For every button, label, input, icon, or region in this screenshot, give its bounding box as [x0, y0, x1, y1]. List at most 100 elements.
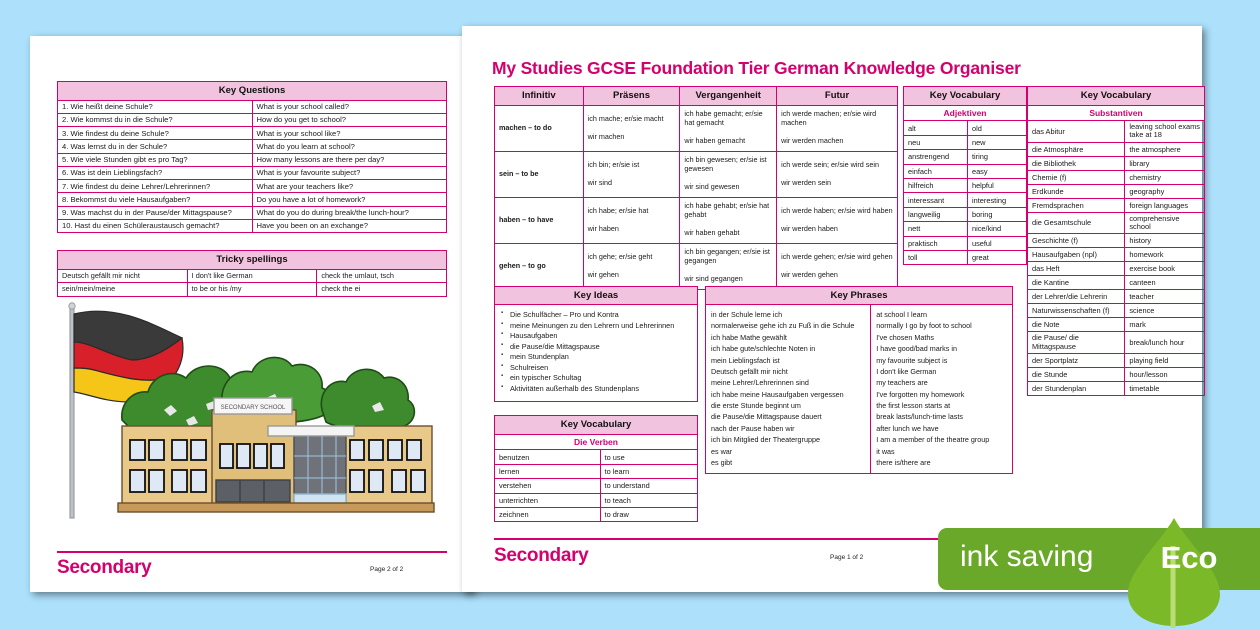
vocab-row: die Note mark	[1026, 317, 1205, 333]
question-english: How many lessons are there per day?	[251, 152, 447, 167]
spelling-english: to be or his /my	[186, 282, 318, 298]
spelling-tip: check the umlaut, tsch	[316, 268, 447, 284]
vocab-english: canteen	[1124, 275, 1205, 291]
verb-present: ich gehe; er/sie geht wir gehen	[582, 242, 681, 290]
vocab-row: praktisch useful	[903, 235, 1028, 251]
vocab-row: lernen to learn	[494, 463, 699, 480]
vocab-english: geography	[1124, 183, 1205, 199]
question-german: 4. Was lernst du in der Schule?	[57, 139, 253, 154]
verb-past-line: ich bin gegangen; er/sie ist gegangen	[684, 247, 770, 266]
vocab-german: die Bibliothek	[1026, 155, 1126, 171]
key-ideas-header: Key Ideas	[494, 286, 698, 305]
footer-page-number: Page 1 of 2	[830, 554, 864, 561]
vocab-row: die Stunde hour/lesson	[1026, 367, 1205, 383]
footer-divider	[494, 538, 1206, 540]
vocab-english: hour/lesson	[1124, 367, 1205, 383]
verb-present-line: wir gehen	[587, 269, 619, 279]
verb-row: machen – to do ich mache; er/sie macht wir…	[494, 104, 898, 152]
verb-future: ich werde gehen; er/sie wird gehen wir we…	[776, 242, 898, 290]
verb-infinitive: gehen – to go	[494, 242, 584, 290]
key-idea-item: meine Meinungen zu den Lehrern und Lehre…	[501, 320, 693, 332]
key-phrase-english: after lunch we have	[876, 423, 939, 433]
key-questions-block: Key Questions 1. Wie heißt deine Schule?…	[57, 81, 447, 234]
vocab-english: old	[966, 120, 1028, 136]
vocab-english: leaving school exams take at 18	[1124, 119, 1205, 143]
vocab-english: boring	[966, 206, 1028, 223]
vocab-german: Fremdsprachen	[1026, 197, 1126, 213]
verb-future: ich werde sein; er/sie wird sein wir werd…	[776, 150, 898, 198]
vocab-row: verstehen to understand	[494, 478, 699, 494]
key-ideas-block: Key Ideas Die Schulfächer – Pro und Kont…	[494, 286, 698, 402]
vocab-german: unterrichten	[494, 492, 601, 508]
table-header-row: Infinitiv Präsens Vergangenheit Futur	[494, 86, 898, 106]
key-phrase-english: I have good/bad marks in	[876, 344, 957, 354]
vocab-german: Hausaufgaben (npl)	[1026, 247, 1126, 263]
vocab-row: einfach easy	[903, 163, 1028, 179]
vocab-english: great	[966, 249, 1028, 266]
key-phrase-english: there is/there are	[876, 457, 931, 467]
question-english: What do you do during break/the lunch-ho…	[251, 205, 447, 220]
document-page-left: Key Questions 1. Wie heißt deine Schule?…	[30, 36, 473, 592]
key-idea-item: Hausaufgaben	[501, 330, 693, 342]
vocab-english: to use	[599, 449, 699, 465]
key-phrase-english: my favourite subject is	[876, 355, 948, 365]
verb-row: sein – to be ich bin; er/sie ist wir sind i…	[494, 150, 898, 198]
key-phrase-english: the first lesson starts at	[876, 401, 951, 410]
vocab-row: Naturwissenschaften (f) science	[1026, 303, 1205, 319]
verb-past: ich habe gehabt; er/sie hat gehabt wir ha…	[679, 196, 778, 244]
vocab-german: alt	[903, 120, 968, 136]
verbs-vocab-subheader: Die Verben	[494, 433, 698, 451]
key-phrase-english: normally I go by foot to school	[876, 321, 972, 331]
key-phrase-english: I am a member of the theatre group	[876, 435, 990, 445]
spelling-german: Deutsch gefällt mir nicht	[57, 268, 188, 284]
verb-future-line: ich werde machen; er/sie wird machen	[781, 109, 877, 128]
key-phrase-english: I don't like German	[876, 366, 937, 376]
tricky-spellings-block: Tricky spellings Deutsch gefällt mir nic…	[57, 250, 447, 298]
key-phrase-german: in der Schule lerne ich	[711, 310, 783, 319]
vocab-english: nice/kind	[966, 221, 1028, 237]
key-phrase-german: ich habe gute/schlechte Noten in	[711, 344, 816, 354]
adjectives-vocab-block: Key Vocabulary Adjektiven alt old neu new an…	[903, 86, 1028, 266]
key-phrase-english: it was	[876, 446, 895, 456]
vocab-english: to understand	[599, 478, 699, 494]
vocab-row: Erdkunde geography	[1026, 183, 1205, 199]
key-question-row: 4. Was lernst du in der Schule? What do y…	[57, 139, 447, 154]
vocab-german: der Lehrer/die Lehrerin	[1026, 289, 1126, 305]
vocab-german: der Stundenplan	[1026, 381, 1126, 397]
key-phrase-english: my teachers are	[876, 378, 928, 388]
vocab-english: tiring	[966, 149, 1028, 165]
question-english: What is your school like?	[251, 126, 447, 141]
adjectives-table: Key Vocabulary Adjektiven alt old neu new an…	[903, 86, 1028, 266]
vocab-german: interessant	[903, 192, 968, 208]
verb-past: ich habe gemacht; er/sie hat gemacht wir …	[679, 104, 778, 152]
adjectives-header: Key Vocabulary	[903, 86, 1027, 106]
vocab-row: zeichnen to draw	[494, 506, 699, 523]
nouns-table: Key Vocabulary Substantiven das Abitur le…	[1026, 86, 1205, 397]
verb-conjugation-block: Infinitiv Präsens Vergangenheit Futur mache…	[494, 86, 898, 290]
vocab-row: Fremdsprachen foreign languages	[1026, 197, 1205, 213]
vocab-german: das Abitur	[1026, 119, 1126, 143]
vocab-row: Geschichte (f) history	[1026, 233, 1205, 249]
key-question-row: 5. Wie viele Stunden gibt es pro Tag? How…	[57, 152, 447, 167]
school-illustration: SECONDARY SCHOOL	[54, 298, 454, 528]
footer-brand: Secondary	[494, 545, 589, 566]
vocab-row: toll great	[903, 249, 1028, 266]
key-phrase-english: break lasts/lunch-time lasts	[876, 412, 963, 422]
vocab-english: exercise book	[1124, 261, 1205, 277]
vocab-german: anstrengend	[903, 149, 968, 165]
verb-past-line: wir haben gemacht	[684, 135, 746, 145]
vocab-row: Hausaufgaben (npl) homework	[1026, 247, 1205, 263]
leaf-icon	[1128, 518, 1220, 628]
verb-future-line: ich werde sein; er/sie wird sein	[781, 159, 879, 169]
vocab-row: der Lehrer/die Lehrerin teacher	[1026, 289, 1205, 305]
vocab-german: die Atmosphäre	[1026, 141, 1126, 157]
vocab-english: interesting	[966, 192, 1028, 208]
verb-past-line: ich bin gewesen; er/sie ist gewesen	[684, 155, 767, 174]
verb-past-line: wir sind gewesen	[684, 181, 740, 191]
vocab-english: foreign languages	[1124, 197, 1205, 213]
key-question-row: 1. Wie heißt deine Schule? What is your s…	[57, 99, 447, 114]
vocab-english: mark	[1124, 317, 1205, 333]
verb-past-line: wir sind gegangen	[684, 273, 743, 283]
vocab-german: neu	[903, 134, 968, 151]
page-title: My Studies GCSE Foundation Tier German K…	[492, 58, 1021, 78]
